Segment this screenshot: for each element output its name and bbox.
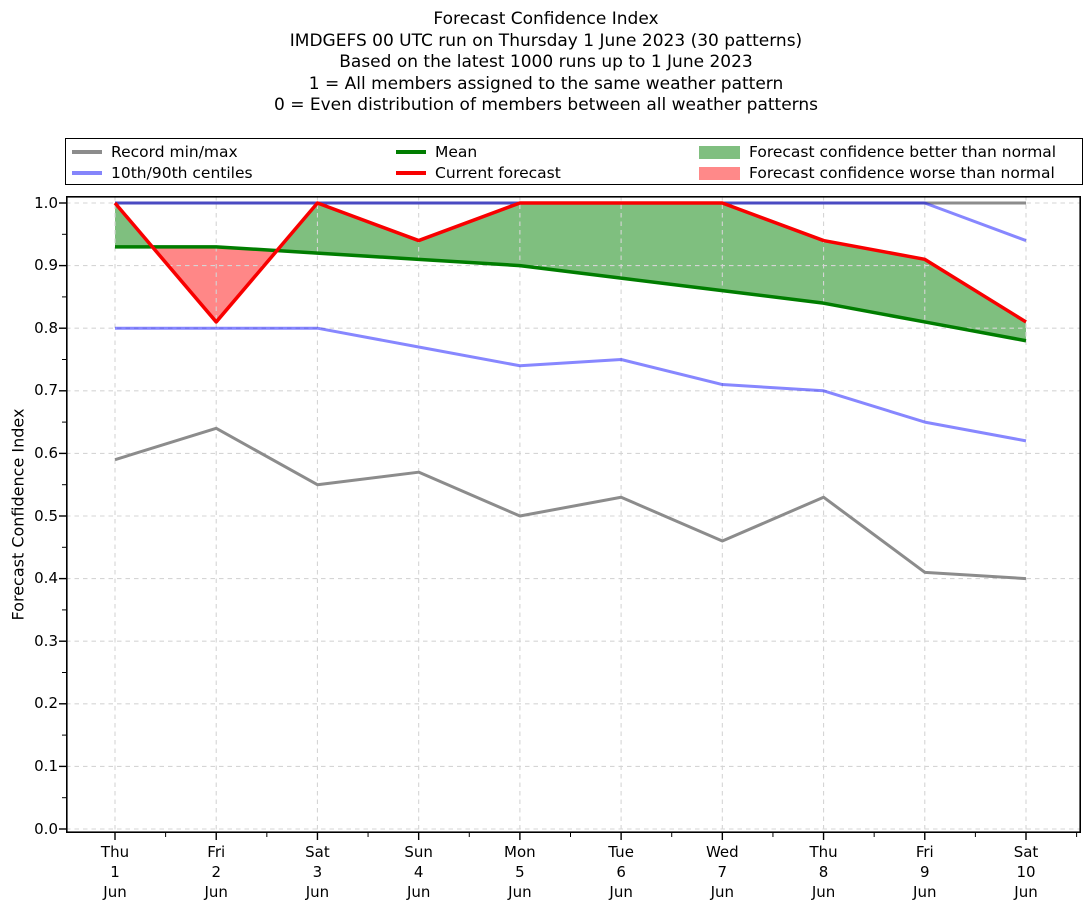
- legend-item-record-minmax: Record min/max: [72, 142, 238, 162]
- series-line-current-forecast: [113, 201, 1027, 324]
- legend-label: Mean: [435, 143, 478, 161]
- y-tick-label: 0.4: [34, 569, 58, 588]
- chart-subtitle-run: IMDGEFS 00 UTC run on Thursday 1 June 20…: [289, 30, 803, 51]
- plot-svg: [59, 196, 1082, 840]
- y-tick-label: 0.7: [34, 381, 58, 400]
- x-tick-label: Mon 5 Jun: [504, 843, 536, 901]
- legend: Record min/max 10th/90th centiles Mean C…: [65, 138, 1083, 185]
- chart-subtitle-basis: Based on the latest 1000 runs up to 1 Ju…: [339, 52, 753, 72]
- x-tick-label: Fri 9 Jun: [913, 843, 937, 901]
- y-tick-label: 0.6: [34, 443, 58, 462]
- y-tick-label: 0.0: [34, 819, 58, 838]
- plot-area: [59, 196, 1082, 840]
- x-tick-label: Sat 3 Jun: [305, 843, 330, 901]
- y-tick-label: 0.1: [34, 756, 58, 775]
- y-tick-label: 0.9: [34, 256, 58, 275]
- record-minmax-line-swatch: [72, 150, 102, 154]
- y-tick-label: 1.0: [34, 193, 58, 212]
- chart-subtitle-scale-0: 0 = Even distribution of members between…: [273, 95, 819, 115]
- x-tick-label: Sat 10 Jun: [1013, 843, 1039, 901]
- centiles-line-swatch: [72, 171, 102, 175]
- legend-item-better-than-normal: Forecast confidence better than normal: [699, 142, 1056, 162]
- legend-item-worse-than-normal: Forecast confidence worse than normal: [699, 163, 1055, 183]
- y-tick-label: 0.8: [34, 318, 58, 337]
- y-tick-label: 0.2: [34, 694, 58, 713]
- series-line-10th-centile: [115, 326, 1027, 443]
- axes-frame: [66, 196, 1082, 834]
- legend-item-mean: Mean: [396, 142, 477, 162]
- y-tick-label: 0.3: [34, 631, 58, 650]
- legend-item-current-forecast: Current forecast: [396, 163, 561, 183]
- x-tick-label: Thu 1 Jun: [100, 843, 130, 901]
- x-tick-label: Wed 7 Jun: [705, 843, 739, 901]
- legend-label: Current forecast: [435, 164, 561, 182]
- chart-title: Forecast Confidence Index: [433, 9, 659, 29]
- series-line-record-min: [114, 426, 1027, 581]
- legend-item-centiles: 10th/90th centiles: [72, 163, 253, 183]
- y-tick-label: 0.5: [34, 506, 58, 525]
- fill-worse-region: [152, 246, 277, 322]
- x-tick-label: Fri 2 Jun: [204, 843, 228, 901]
- x-tick-label: Sun 4 Jun: [404, 843, 433, 901]
- fill-better-region: [276, 203, 1026, 341]
- better-than-normal-patch-swatch: [699, 145, 740, 159]
- chart-subtitle-scale-1: 1 = All members assigned to the same wea…: [308, 73, 784, 94]
- legend-label: Forecast confidence better than normal: [749, 143, 1057, 161]
- x-tick-label: Thu 8 Jun: [809, 843, 838, 901]
- legend-label: Record min/max: [111, 143, 238, 161]
- legend-label: 10th/90th centiles: [111, 164, 253, 182]
- current-forecast-line-swatch: [396, 171, 426, 175]
- mean-line-swatch: [396, 150, 426, 154]
- legend-label: Forecast confidence worse than normal: [749, 164, 1055, 182]
- x-tick-label: Tue 6 Jun: [608, 843, 634, 901]
- series-line-mean: [115, 245, 1027, 343]
- chart-header: Forecast Confidence Index IMDGEFS 00 UTC…: [0, 9, 1092, 117]
- worse-than-normal-patch-swatch: [699, 166, 740, 180]
